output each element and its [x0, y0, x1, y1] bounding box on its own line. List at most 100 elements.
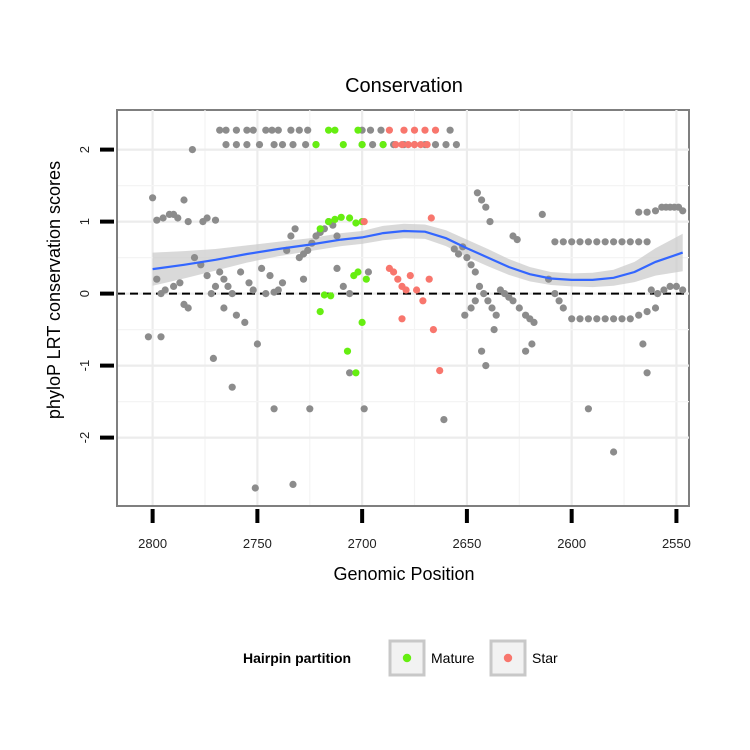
plot-panel — [116, 109, 690, 507]
x-axis-title: Genomic Position — [333, 564, 474, 584]
point-other — [346, 290, 354, 298]
point-other — [475, 282, 484, 290]
point-other — [209, 354, 217, 362]
point-other — [478, 196, 486, 204]
point-other — [482, 362, 490, 370]
point-other — [289, 141, 297, 149]
point-star — [423, 141, 431, 149]
point-other — [584, 238, 593, 246]
point-other — [660, 286, 668, 294]
point-other — [222, 126, 230, 134]
point-other — [262, 126, 270, 134]
point-other — [232, 141, 240, 149]
point-other — [364, 268, 372, 276]
point-other — [513, 236, 521, 244]
point-other — [467, 304, 475, 312]
point-other — [220, 304, 228, 312]
point-other — [454, 250, 463, 258]
point-other — [442, 141, 450, 149]
point-other — [635, 208, 643, 216]
point-other — [237, 268, 245, 276]
point-other — [174, 214, 182, 222]
point-other — [184, 218, 192, 226]
point-star — [385, 126, 393, 134]
point-other — [211, 282, 220, 290]
point-other — [274, 126, 282, 134]
point-star — [427, 214, 435, 222]
point-other — [366, 126, 375, 134]
point-other — [278, 279, 287, 287]
point-other — [161, 286, 169, 294]
legend-label-mature: Mature — [431, 650, 475, 666]
x-tick-label: 2550 — [662, 536, 691, 551]
point-other — [216, 126, 224, 134]
point-other — [243, 126, 251, 134]
point-mature — [316, 308, 324, 316]
legend: Hairpin partition Mature Star — [243, 639, 558, 677]
point-other — [584, 405, 593, 413]
point-other — [463, 254, 471, 262]
point-star — [410, 141, 419, 149]
point-other — [302, 141, 310, 149]
point-star — [398, 315, 406, 323]
point-other — [255, 141, 264, 149]
point-other — [610, 448, 618, 456]
x-tick-label: 2700 — [348, 536, 377, 551]
point-other — [346, 369, 354, 377]
point-star — [431, 126, 440, 134]
point-other — [232, 311, 240, 319]
y-tick-label: 0 — [77, 290, 92, 297]
y-tick-label: -1 — [77, 360, 92, 372]
y-tick-label: 1 — [77, 218, 92, 225]
point-other — [559, 238, 567, 246]
x-tick-label: 2600 — [557, 536, 586, 551]
point-other — [639, 340, 647, 348]
y-tick-label: 2 — [77, 146, 92, 153]
point-other — [153, 275, 161, 283]
point-other — [207, 290, 215, 298]
point-mature — [316, 225, 324, 233]
point-other — [618, 238, 626, 246]
point-mature — [354, 126, 362, 134]
point-star — [429, 326, 437, 334]
point-mature — [352, 219, 360, 227]
gridlines — [117, 110, 689, 506]
point-mature — [379, 141, 387, 149]
point-other — [593, 238, 601, 246]
confidence-ribbon — [152, 223, 683, 288]
point-star — [390, 268, 398, 276]
point-star — [410, 126, 419, 134]
legend-item-mature: Mature — [388, 639, 475, 677]
legend-item-star: Star — [489, 639, 558, 677]
point-other — [289, 480, 297, 488]
point-other — [222, 141, 230, 149]
point-other — [446, 126, 454, 134]
point-other — [211, 216, 220, 224]
x-tick-label: 2800 — [138, 536, 167, 551]
y-tick-label: -2 — [77, 432, 92, 444]
point-other — [188, 146, 196, 154]
point-star — [421, 126, 429, 134]
point-other — [203, 214, 211, 222]
point-other — [522, 347, 530, 355]
point-other — [377, 126, 385, 134]
point-other — [440, 416, 448, 424]
chart-title: Conservation — [345, 75, 463, 97]
point-other — [601, 315, 609, 323]
point-other — [220, 275, 228, 283]
point-other — [216, 268, 224, 276]
point-star — [425, 275, 433, 283]
point-star — [400, 126, 408, 134]
point-other — [568, 315, 576, 323]
point-star — [436, 367, 444, 375]
point-mature — [339, 141, 347, 149]
point-other — [170, 282, 178, 290]
point-other — [268, 126, 276, 134]
point-other — [249, 286, 257, 294]
point-other — [492, 311, 500, 319]
point-other — [249, 126, 257, 134]
point-other — [184, 304, 192, 312]
point-mature — [358, 318, 366, 326]
point-other — [480, 290, 488, 298]
